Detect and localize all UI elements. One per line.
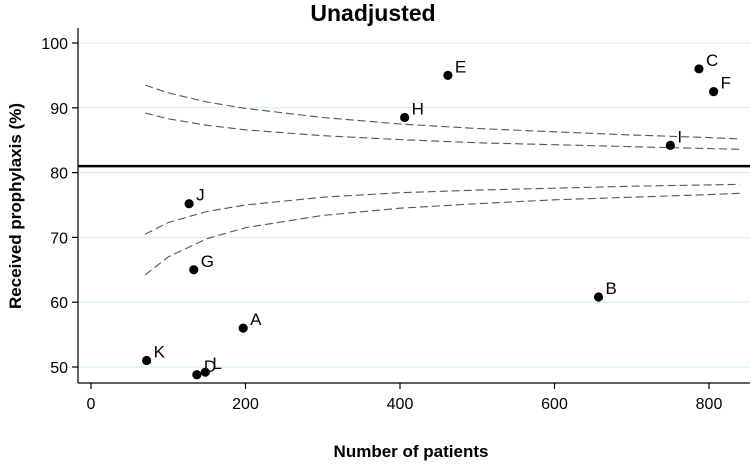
- data-point: [400, 112, 410, 123]
- y-tick-label: 80: [50, 166, 68, 183]
- data-point: [709, 87, 719, 97]
- data-point: [192, 370, 202, 380]
- axes: 50 60 70 80 90 100 0 200 400 600 800: [41, 28, 750, 413]
- point-label: G: [201, 252, 214, 271]
- data-point: [665, 140, 675, 150]
- data-point: [443, 70, 453, 80]
- control-limit-line: [144, 183, 740, 235]
- data-point: [238, 323, 248, 333]
- data-point: [142, 355, 152, 366]
- point-label: L: [212, 354, 221, 373]
- point-label: H: [412, 100, 424, 119]
- y-tick-label: 60: [50, 295, 68, 312]
- y-tick-label: 100: [41, 36, 68, 53]
- point-label: K: [154, 343, 166, 362]
- gridlines: [78, 42, 750, 368]
- point-label: C: [706, 51, 718, 70]
- point-label: I: [677, 127, 682, 146]
- chart-title: Unadjusted: [310, 0, 435, 26]
- y-axis-label: Received prophylaxis (%): [6, 103, 25, 309]
- data-point: [184, 199, 194, 209]
- point-label: F: [721, 74, 731, 93]
- x-tick-label: 400: [387, 396, 414, 413]
- y-tick-label: 50: [50, 360, 68, 377]
- x-tick-label: 800: [696, 396, 723, 413]
- point-label: J: [196, 186, 205, 205]
- control-limit-line: [144, 84, 740, 140]
- y-tick-label: 70: [50, 230, 68, 247]
- x-tick-label: 0: [87, 396, 96, 413]
- data-point: [694, 64, 704, 74]
- x-tick-label: 200: [232, 396, 259, 413]
- point-label: A: [250, 310, 262, 329]
- control-limit-curves: [144, 84, 740, 276]
- y-tick-label: 90: [50, 101, 68, 118]
- data-point: [189, 265, 199, 275]
- control-limit-line: [144, 112, 740, 150]
- x-tick-label: 600: [541, 396, 568, 413]
- data-point: [200, 367, 210, 377]
- control-limit-line: [144, 192, 740, 276]
- point-label: E: [455, 57, 466, 76]
- data-point: [593, 292, 604, 302]
- point-label: B: [606, 279, 617, 298]
- x-axis-label: Number of patients: [334, 442, 489, 461]
